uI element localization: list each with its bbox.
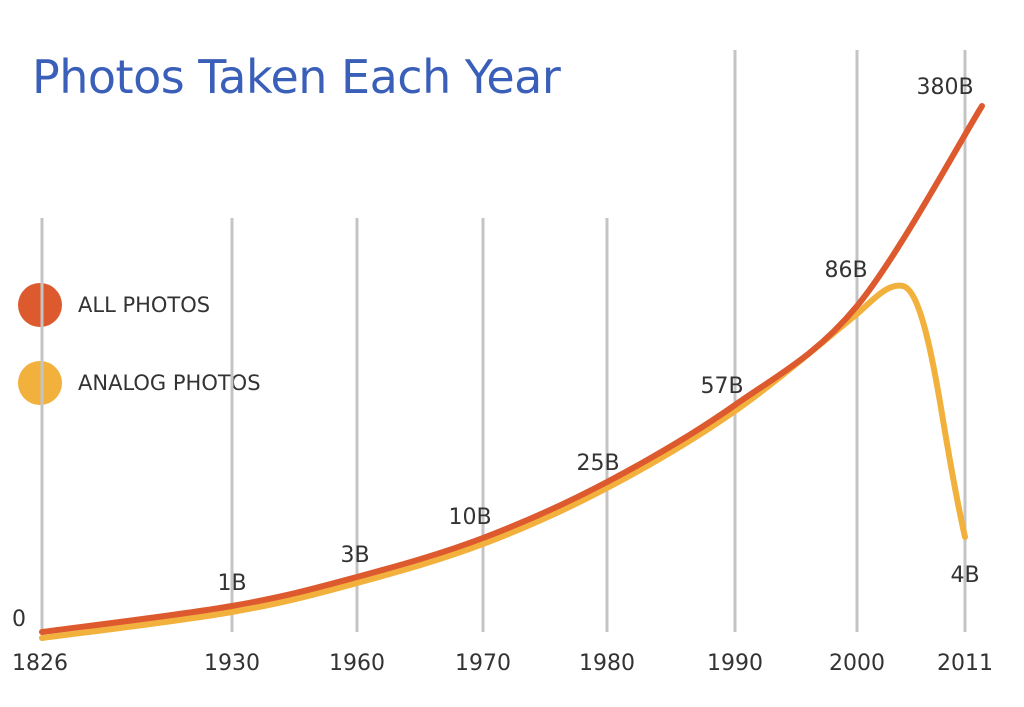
x-tick-label-1960: 1960 — [329, 651, 385, 676]
series-line-all-photos — [39, 103, 985, 635]
legend-swatch-analog-photos — [18, 361, 62, 405]
data-label-10b: 10B — [448, 505, 491, 530]
legend-label-analog-photos: ANALOG PHOTOS — [78, 371, 261, 395]
x-tick-label-2011: 2011 — [937, 651, 993, 676]
data-label-57b: 57B — [700, 374, 743, 399]
legend-item-all-photos: ALL PHOTOS — [18, 283, 210, 327]
legend-label-all-photos: ALL PHOTOS — [78, 293, 211, 317]
data-label-3b: 3B — [340, 543, 369, 568]
x-tick-label-2000: 2000 — [829, 651, 885, 676]
data-label-380b: 380B — [916, 75, 973, 100]
data-label-1b: 1B — [217, 571, 246, 596]
series-line-analog-photos — [39, 282, 968, 641]
data-label-4b: 4B — [950, 563, 979, 588]
legend-item-analog-photos: ANALOG PHOTOS — [18, 361, 261, 405]
chart-title: Photos Taken Each Year — [32, 50, 561, 104]
data-label-25b: 25B — [576, 451, 619, 476]
x-tick-label-1826: 1826 — [12, 651, 68, 676]
x-tick-label-1970: 1970 — [455, 651, 511, 676]
data-label-86b: 86B — [824, 258, 867, 283]
legend-swatch-all-photos — [18, 283, 62, 327]
y-tick-label-0: 0 — [12, 607, 26, 632]
x-tick-label-1990: 1990 — [707, 651, 763, 676]
x-tick-label-1980: 1980 — [579, 651, 635, 676]
x-tick-label-1930: 1930 — [204, 651, 260, 676]
